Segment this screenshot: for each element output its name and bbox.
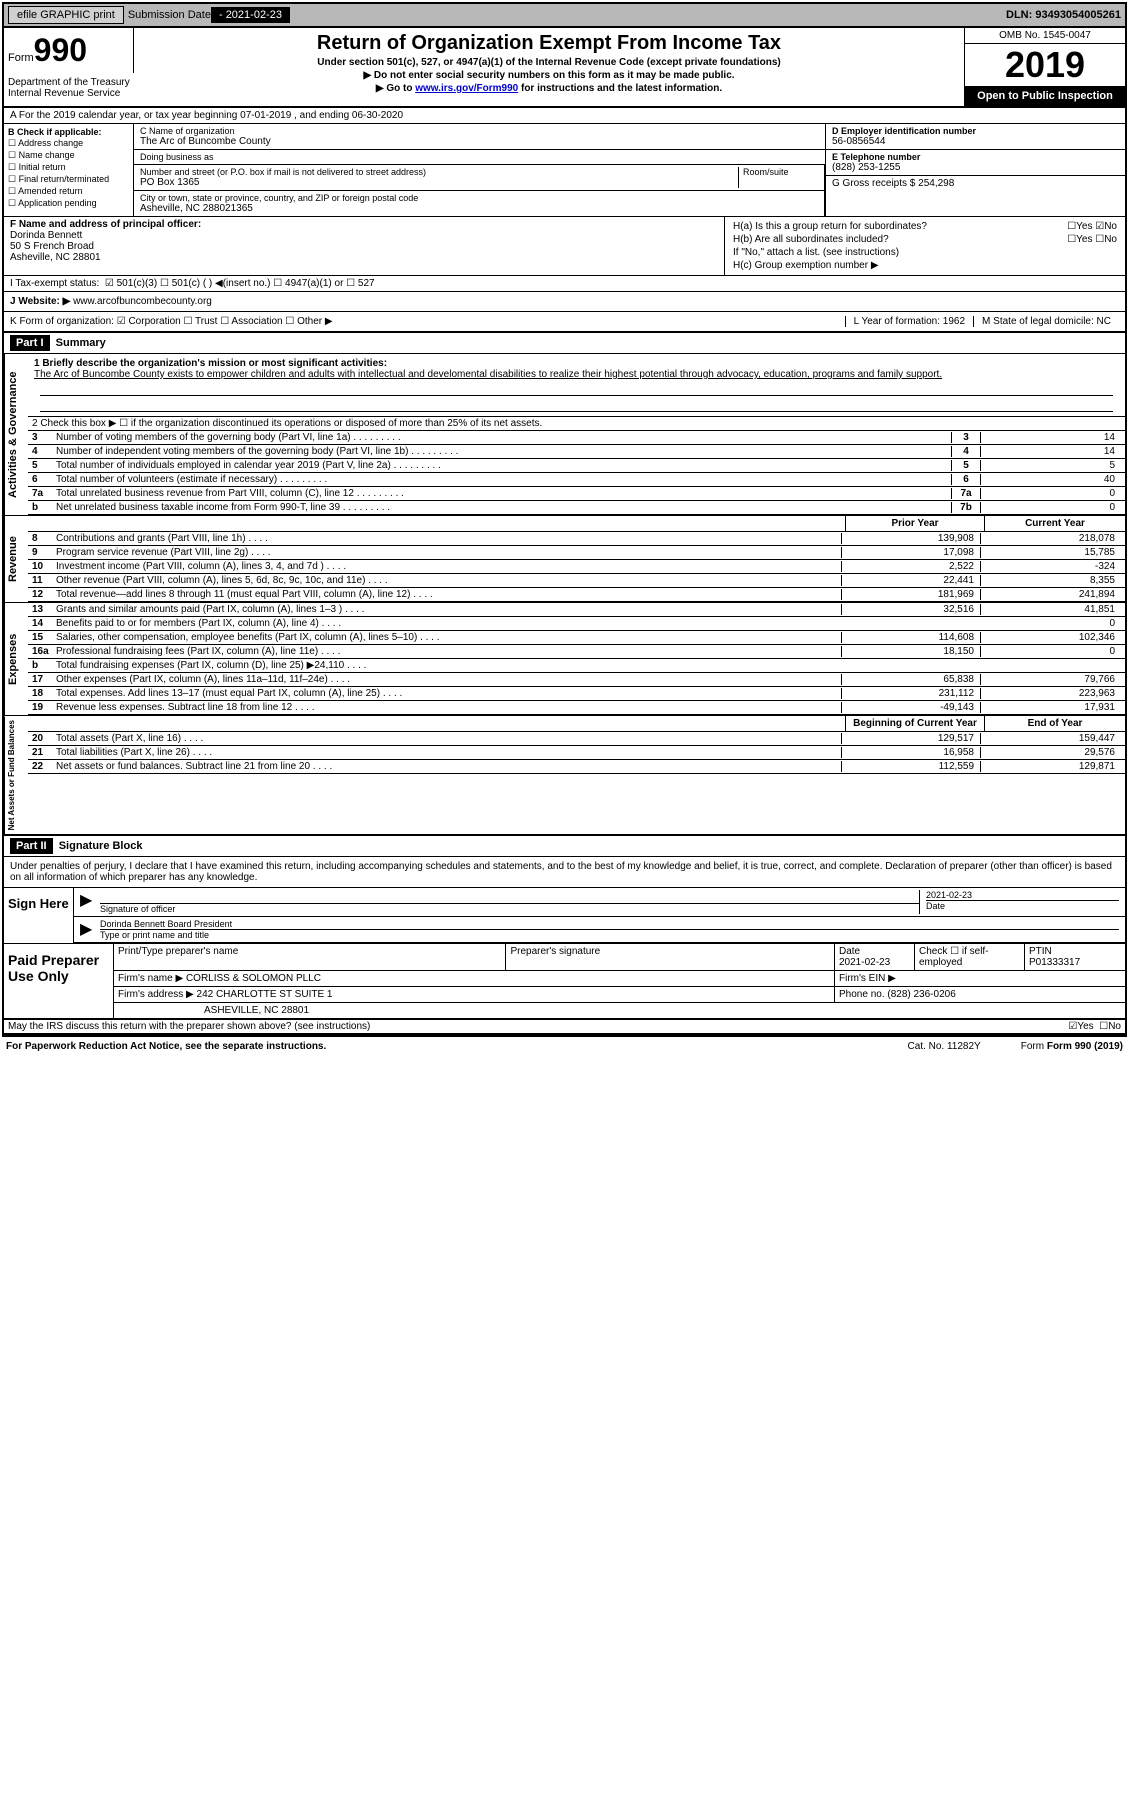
summary-row: 13Grants and similar amounts paid (Part … <box>28 603 1125 617</box>
website-row: J Website: ▶ www.arcofbuncombecounty.org <box>4 292 1125 312</box>
summary-row: 21Total liabilities (Part X, line 26) . … <box>28 746 1125 760</box>
summary-row: 20Total assets (Part X, line 16) . . . .… <box>28 732 1125 746</box>
preparer-row-2: Firm's name ▶ CORLISS & SOLOMON PLLC Fir… <box>114 971 1125 987</box>
year-header: Prior YearCurrent Year <box>28 516 1125 532</box>
summary-row: 18Total expenses. Add lines 13–17 (must … <box>28 687 1125 701</box>
irs-discuss-row: May the IRS discuss this return with the… <box>4 1020 1125 1035</box>
street-address: Number and street (or P.O. box if mail i… <box>140 167 738 188</box>
summary-row: 7aTotal unrelated business revenue from … <box>28 487 1125 501</box>
efile-button[interactable]: efile GRAPHIC print <box>8 6 124 24</box>
paid-preparer-label: Paid Preparer Use Only <box>4 944 114 1018</box>
department-box: Department of the Treasury Internal Reve… <box>4 73 134 103</box>
ein-row: D Employer identification number 56-0856… <box>826 124 1125 150</box>
summary-row: bNet unrelated business taxable income f… <box>28 501 1125 515</box>
summary-row: 19Revenue less expenses. Subtract line 1… <box>28 701 1125 715</box>
preparer-row-3: Firm's address ▶ 242 CHARLOTTE ST SUITE … <box>114 987 1125 1003</box>
city-row: City or town, state or province, country… <box>134 191 824 216</box>
mission: 1 Briefly describe the organization's mi… <box>28 354 1125 417</box>
year-header-2: Beginning of Current YearEnd of Year <box>28 716 1125 732</box>
summary-row: 11Other revenue (Part VIII, column (A), … <box>28 574 1125 588</box>
summary-row: 15Salaries, other compensation, employee… <box>28 631 1125 645</box>
summary-row: bTotal fundraising expenses (Part IX, co… <box>28 659 1125 673</box>
summary-row: 14Benefits paid to or for members (Part … <box>28 617 1125 631</box>
dln: DLN: 93493054005261 <box>1006 9 1121 21</box>
summary-row: 12Total revenue—add lines 8 through 11 (… <box>28 588 1125 602</box>
row-a: A For the 2019 calendar year, or tax yea… <box>4 108 1125 124</box>
tax-exempt-row: I Tax-exempt status: ☑ 501(c)(3) ☐ 501(c… <box>4 276 1125 292</box>
summary-row: 6Total number of volunteers (estimate if… <box>28 473 1125 487</box>
q2-row: 2 Check this box ▶ ☐ if the organization… <box>28 417 1125 431</box>
summary-row: 17Other expenses (Part IX, column (A), l… <box>28 673 1125 687</box>
vtab-governance: Activities & Governance <box>4 354 28 515</box>
org-name-row: C Name of organization The Arc of Buncom… <box>134 124 825 150</box>
summary-row: 9Program service revenue (Part VIII, lin… <box>28 546 1125 560</box>
summary-row: 5Total number of individuals employed in… <box>28 459 1125 473</box>
vtab-revenue: Revenue <box>4 516 28 602</box>
form-number-box: Form990 <box>4 28 134 73</box>
summary-row: 3Number of voting members of the governi… <box>28 431 1125 445</box>
submission-date: - 2021-02-23 <box>211 7 290 23</box>
gross-receipts-row: G Gross receipts $ 254,298 <box>826 176 1125 191</box>
summary-row: 8Contributions and grants (Part VIII, li… <box>28 532 1125 546</box>
declaration-text: Under penalties of perjury, I declare th… <box>4 857 1125 888</box>
submission-date-label: Submission Date <box>128 9 211 21</box>
preparer-row-1: Print/Type preparer's name Preparer's si… <box>114 944 1125 971</box>
room-suite: Room/suite <box>738 167 818 188</box>
signature-row: ▶ Signature of officer 2021-02-23 Date <box>74 888 1125 917</box>
form-title: Return of Organization Exempt From Incom… <box>138 32 960 55</box>
sign-here-label: Sign Here <box>4 888 74 943</box>
dba-row: Doing business as <box>134 150 825 165</box>
check-b-column: B Check if applicable: ☐ Address change … <box>4 124 134 216</box>
omb-box: OMB No. 1545-0047 2019 Open to Public In… <box>965 28 1125 106</box>
summary-row: 16aProfessional fundraising fees (Part I… <box>28 645 1125 659</box>
irs-link[interactable]: www.irs.gov/Form990 <box>415 83 518 94</box>
telephone-row: E Telephone number (828) 253-1255 <box>826 150 1125 176</box>
vtab-expenses: Expenses <box>4 603 28 715</box>
officer-name-row: ▶ Dorinda Bennett Board President Type o… <box>74 917 1125 943</box>
k-row: K Form of organization: ☑ Corporation ☐ … <box>4 312 1125 333</box>
part1-header: Part I Summary <box>4 333 1125 354</box>
summary-row: 4Number of independent voting members of… <box>28 445 1125 459</box>
vtab-net-assets: Net Assets or Fund Balances <box>4 716 28 834</box>
title-box: Return of Organization Exempt From Incom… <box>134 28 965 106</box>
summary-row: 10Investment income (Part VIII, column (… <box>28 560 1125 574</box>
part2-header: Part II Signature Block <box>4 836 1125 857</box>
preparer-row-4: ASHEVILLE, NC 28801 <box>114 1003 1125 1018</box>
h-box: H(a) Is this a group return for subordin… <box>725 217 1125 275</box>
footer: For Paperwork Reduction Act Notice, see … <box>0 1039 1129 1054</box>
summary-row: 22Net assets or fund balances. Subtract … <box>28 760 1125 774</box>
principal-officer: F Name and address of principal officer:… <box>4 217 725 275</box>
